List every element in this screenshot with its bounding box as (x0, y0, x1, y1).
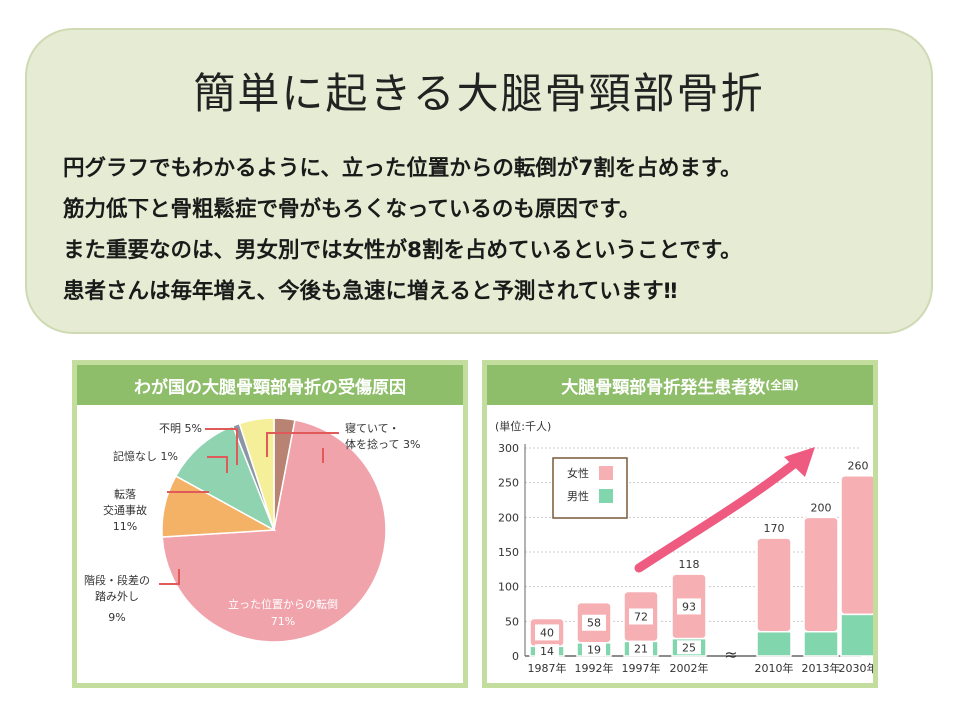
label-steps-line2: 踏み外し (95, 589, 139, 603)
y-tick-label-2: 100 (498, 581, 519, 594)
label-standing-line1: 立った位置からの転倒 (228, 597, 338, 611)
y-tick-label-3: 150 (498, 546, 519, 559)
x-tick-label-0: 1987年 (528, 661, 567, 675)
legend-box (552, 457, 628, 519)
label-fall-line3: 11% (113, 520, 137, 533)
x-tick-label-4: 2010年 (755, 661, 794, 675)
total-value-label-3: 118 (679, 558, 700, 571)
legend-label-1: 男性 (567, 489, 589, 503)
label-fall-line1: 転落 (114, 488, 136, 501)
total-value-label-5: 200 (811, 501, 832, 514)
total-value-label-4: 170 (764, 522, 785, 535)
female-value-label-1: 58 (587, 617, 601, 630)
page-title: 簡単に起きる大腿骨頸部骨折 (193, 69, 765, 118)
legend-label-0: 女性 (567, 466, 589, 480)
summary-line-3: また重要なのは、男女別では女性が8割を占めているということです。 (63, 238, 742, 263)
bar-male-5 (803, 630, 839, 657)
male-value-label-1: 19 (587, 643, 601, 656)
label-steps-line1: 階段・段差の (84, 573, 150, 587)
bar-chart-title-main: 大腿骨頸部骨折発生患者数 (561, 377, 766, 398)
bar-female-5 (803, 516, 839, 633)
female-label-bg-2 (629, 608, 653, 625)
trend-arrow-head (784, 447, 815, 477)
bar-chart-title: 大腿骨頸部骨折発生患者数 (全国) (487, 365, 873, 405)
pie-leader-line-2 (207, 456, 228, 473)
bar-chart-title-suffix: (全国) (765, 378, 799, 392)
pie-leader-line-4 (159, 569, 180, 585)
pie-slice-5 (238, 417, 275, 531)
bar-male-4 (756, 630, 792, 657)
label-standing-line2: 71% (271, 615, 295, 628)
summary-banner: 簡単に起きる大腿骨頸部骨折 円グラフでもわかるように、立った位置からの転倒が7割… (25, 28, 933, 334)
trend-arrow (634, 447, 815, 573)
label-nomemory: 記憶なし 1% (113, 449, 178, 463)
female-label-bg-3 (677, 598, 701, 615)
male-value-label-2: 21 (634, 643, 648, 656)
pie-chart-title: わが国の大腿骨頸部骨折の受傷原因 (77, 365, 463, 405)
bar-unit-label: (単位:千人) (495, 419, 551, 433)
pie-leader-line-0 (266, 432, 339, 457)
male-label-bg-1 (582, 642, 606, 657)
legend-swatch-1 (599, 489, 613, 503)
pie-slice-1 (161, 419, 387, 643)
bar-female-4 (756, 537, 792, 633)
female-value-label-0: 40 (540, 626, 554, 639)
female-value-label-3: 93 (682, 600, 696, 613)
x-tick-label-3: 2002年 (670, 661, 709, 675)
bar-female-6 (840, 474, 873, 616)
pie-leader-line-1 (205, 428, 238, 465)
cause-pie-panel: わが国の大腿骨頸部骨折の受傷原因 寝ていて・ 体を捻って 3% 不明 5% 記憶… (72, 360, 468, 688)
male-value-label-3: 25 (682, 641, 696, 654)
trend-arrow-shaft (634, 455, 804, 573)
summary-line-2: 筋力低下と骨粗鬆症で骨がもろくなっているのも原因です。 (63, 197, 641, 222)
y-tick-label-4: 200 (498, 511, 519, 524)
y-tick-label-5: 250 (498, 477, 519, 490)
x-tick-label-5: 2013年 (802, 661, 841, 675)
label-steps-line3: 9% (108, 611, 125, 624)
label-sleeping-line1: 寝ていて・ (345, 421, 400, 435)
bar-y-tick-labels: 0 50 100 150 200 250 300 (498, 442, 519, 663)
label-sleeping-line2: 体を捻って 3% (345, 437, 420, 451)
y-tick-label-1: 50 (505, 615, 519, 628)
total-value-label-6: 260 (848, 460, 869, 473)
female-label-bg-1 (582, 614, 606, 631)
pie-leader-lines (159, 428, 339, 585)
male-label-bg-3 (677, 640, 701, 655)
x-tick-label-6: 2030年 (839, 661, 874, 675)
bar-male-6 (840, 613, 873, 657)
legend-swatch-0 (599, 466, 613, 480)
male-value-label-0: 14 (540, 645, 554, 658)
label-fall-line2: 交通事故 (103, 503, 147, 517)
female-value-label-2: 72 (634, 610, 648, 623)
female-label-bg-0 (535, 624, 559, 641)
summary-line-1: 円グラフでもわかるように、立った位置からの転倒が7割を占めます。 (63, 156, 742, 181)
x-tick-label-2: 1997年 (622, 661, 661, 675)
pie-slice-3 (174, 424, 276, 532)
summary-line-4: 患者さんは毎年増え、今後も急速に増えると予測されています‼ (63, 279, 678, 304)
axis-break-symbol: ≈ (724, 645, 737, 664)
patients-bar-panel: 大腿骨頸部骨折発生患者数 (全国) (単位:千人) 0 50 100 150 200 250… (482, 360, 878, 688)
bar-series: 14 40 19 58 21 72 25 93 118 170 200 260 (529, 460, 873, 659)
summary-text: 円グラフでもわかるように、立った位置からの転倒が7割を占めます。 筋力低下と骨粗… (63, 148, 921, 312)
male-label-bg-2 (629, 641, 653, 656)
male-label-bg-0 (535, 644, 559, 659)
bar-chart: (単位:千人) 0 50 100 150 200 250 300 14 40 19 58 21 72 2… (495, 419, 874, 675)
pie-chart: 寝ていて・ 体を捻って 3% 不明 5% 記憶なし 1% 転落 交通事故 11%… (84, 417, 420, 643)
x-tick-label-1: 1992年 (575, 661, 614, 675)
y-tick-label-6: 300 (498, 442, 519, 455)
label-unknown: 不明 5% (159, 422, 202, 435)
y-tick-label-0: 0 (512, 650, 519, 663)
